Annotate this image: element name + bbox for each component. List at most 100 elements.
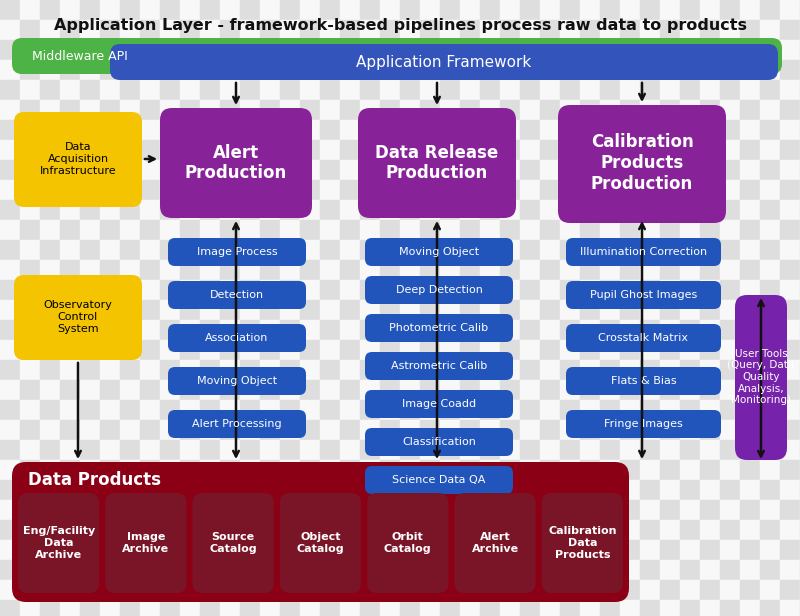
Bar [480, 340, 500, 360]
Bar [700, 120, 720, 140]
Bar [180, 340, 200, 360]
Bar [440, 160, 460, 180]
Bar [120, 20, 140, 40]
Bar [120, 40, 140, 60]
Bar [540, 340, 560, 360]
Bar [440, 60, 460, 80]
Bar [580, 340, 600, 360]
Bar [500, 600, 520, 616]
Text: Image Coadd: Image Coadd [402, 399, 476, 409]
Bar [500, 540, 520, 560]
Bar [520, 200, 540, 220]
Bar [140, 380, 160, 400]
Bar [500, 240, 520, 260]
Bar [180, 540, 200, 560]
Bar [600, 140, 620, 160]
Bar [460, 80, 480, 100]
Bar [740, 460, 760, 480]
Bar [420, 380, 440, 400]
Bar [120, 0, 140, 20]
Bar [280, 560, 300, 580]
Bar [40, 560, 60, 580]
Bar [760, 420, 780, 440]
Bar [0, 280, 20, 300]
Bar [560, 0, 580, 20]
Bar [60, 580, 80, 600]
Bar [500, 260, 520, 280]
Bar [660, 120, 680, 140]
Bar [480, 80, 500, 100]
Bar [740, 160, 760, 180]
Bar [0, 180, 20, 200]
Bar [100, 580, 120, 600]
Bar [660, 140, 680, 160]
Bar [200, 500, 220, 520]
Bar [180, 140, 200, 160]
Bar [680, 560, 700, 580]
Bar [760, 200, 780, 220]
Bar [180, 280, 200, 300]
Bar [320, 60, 340, 80]
Bar [480, 140, 500, 160]
Bar [440, 580, 460, 600]
Bar [0, 540, 20, 560]
Bar [200, 380, 220, 400]
Bar [220, 60, 240, 80]
Bar [180, 0, 200, 20]
FancyBboxPatch shape [367, 493, 449, 593]
Bar [320, 260, 340, 280]
Bar [420, 160, 440, 180]
Bar [720, 320, 740, 340]
Bar [760, 440, 780, 460]
Bar [20, 460, 40, 480]
Bar [780, 380, 800, 400]
Bar [140, 580, 160, 600]
Bar [480, 480, 500, 500]
Bar [180, 460, 200, 480]
Bar [160, 100, 180, 120]
FancyBboxPatch shape [566, 238, 721, 266]
Bar [0, 560, 20, 580]
Bar [220, 360, 240, 380]
Bar [440, 0, 460, 20]
Bar [120, 220, 140, 240]
Bar [180, 400, 200, 420]
Bar [440, 240, 460, 260]
Bar [180, 360, 200, 380]
Bar [80, 340, 100, 360]
FancyBboxPatch shape [168, 324, 306, 352]
Bar [480, 0, 500, 20]
Bar [640, 580, 660, 600]
Bar [500, 0, 520, 20]
Bar [320, 500, 340, 520]
Bar [700, 60, 720, 80]
Bar [760, 500, 780, 520]
Bar [40, 220, 60, 240]
Bar [240, 140, 260, 160]
Bar [20, 200, 40, 220]
Bar [260, 40, 280, 60]
FancyBboxPatch shape [168, 281, 306, 309]
Text: Alert
Archive: Alert Archive [471, 532, 518, 554]
Bar [580, 420, 600, 440]
Bar [780, 160, 800, 180]
Text: Illumination Correction: Illumination Correction [580, 247, 707, 257]
Bar [280, 460, 300, 480]
FancyBboxPatch shape [110, 44, 778, 80]
Bar [180, 60, 200, 80]
Bar [420, 140, 440, 160]
Bar [300, 460, 320, 480]
FancyBboxPatch shape [168, 367, 306, 395]
Bar [260, 460, 280, 480]
Bar [600, 560, 620, 580]
Bar [380, 140, 400, 160]
Text: Pupil Ghost Images: Pupil Ghost Images [590, 290, 697, 300]
Bar [160, 140, 180, 160]
Bar [60, 200, 80, 220]
Bar [480, 240, 500, 260]
Bar [420, 80, 440, 100]
Bar [520, 440, 540, 460]
Bar [20, 160, 40, 180]
Bar [60, 360, 80, 380]
Bar [600, 460, 620, 480]
